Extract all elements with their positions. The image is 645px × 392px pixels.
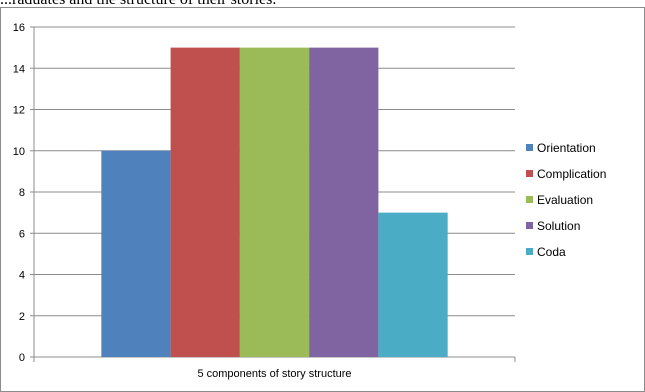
y-tick-label: 4 (19, 270, 25, 282)
legend-label-solution: Solution (537, 219, 580, 233)
bar-orientation (101, 150, 171, 357)
x-category-label: 5 components of story structure (197, 368, 351, 380)
y-tick-label: 0 (19, 352, 25, 364)
y-tick-label: 14 (13, 63, 25, 75)
bars (101, 47, 448, 357)
y-tick-label: 2 (19, 311, 25, 323)
legend-label-complication: Complication (537, 167, 606, 181)
legend-swatch-evaluation (526, 196, 533, 203)
legend-label-evaluation: Evaluation (537, 193, 593, 207)
y-tick-label: 12 (13, 105, 25, 117)
bar-complication (170, 47, 240, 357)
legend-swatch-coda (526, 248, 533, 255)
bar-evaluation (239, 47, 310, 357)
bar-solution (309, 47, 379, 357)
y-tick-label: 6 (19, 228, 25, 240)
legend-label-orientation: Orientation (537, 141, 596, 155)
legend: Orientation Complication Evaluation Solutio… (526, 141, 606, 259)
legend-swatch-solution (526, 222, 533, 229)
bar-coda (378, 212, 448, 357)
y-tick-label: 8 (19, 187, 25, 199)
context-text-snippet: ...raduates and the structure of their s… (0, 0, 645, 11)
tick-labels: 0 2 4 6 8 10 12 14 16 5 components of story struc… (13, 22, 352, 380)
y-tick-label: 16 (13, 22, 25, 34)
legend-label-coda: Coda (537, 245, 566, 259)
legend-swatch-orientation (526, 144, 533, 151)
y-tick-label: 10 (13, 146, 25, 158)
legend-swatch-complication (526, 170, 533, 177)
